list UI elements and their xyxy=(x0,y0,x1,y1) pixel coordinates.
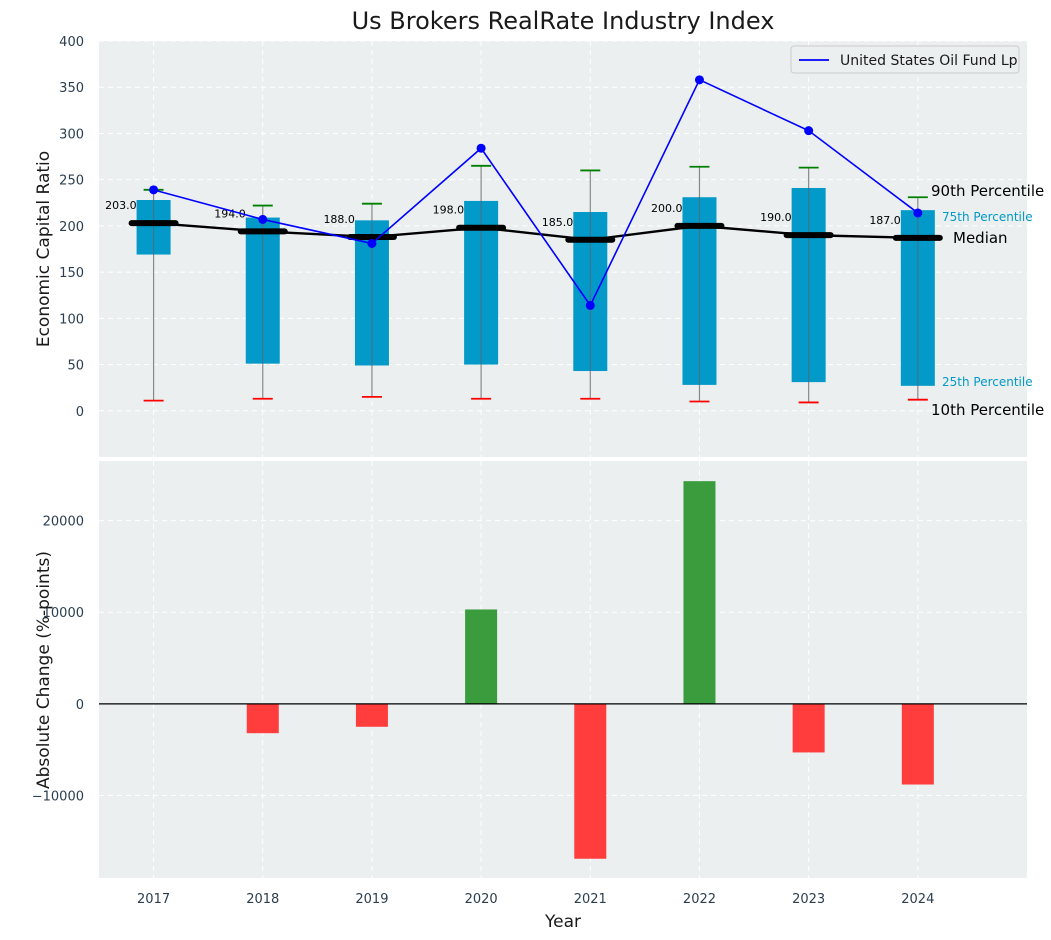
legend-box xyxy=(790,45,1020,74)
median-value-label: 203.0 xyxy=(105,199,137,212)
percentile-annotations: 90th Percentile 75th Percentile Median 2… xyxy=(931,182,1044,419)
top-y-tick-label: 150 xyxy=(59,266,84,281)
annotation-p10: 10th Percentile xyxy=(931,401,1044,419)
x-tick-label: 2019 xyxy=(355,892,388,907)
change-bar xyxy=(683,481,716,704)
annotation-p90: 90th Percentile xyxy=(931,182,1044,200)
series-point xyxy=(804,126,814,136)
change-bar xyxy=(792,703,825,753)
top-y-tick-label: 250 xyxy=(59,174,84,189)
change-bars xyxy=(99,481,1027,859)
x-tick-label: 2018 xyxy=(246,892,279,907)
x-tick-label: 2021 xyxy=(574,892,607,907)
median-value-label: 187.0 xyxy=(869,214,901,227)
x-tick-label: 2017 xyxy=(137,892,170,907)
legend-label: United States Oil Fund Lp xyxy=(840,53,1018,69)
top-y-tick-labels: 0 50 100 150 200 250 300 350 400 xyxy=(59,35,84,420)
x-tick-label: 2024 xyxy=(901,892,934,907)
bottom-plot-background xyxy=(99,461,1027,878)
bottom-y-tick-label: −10000 xyxy=(32,790,84,805)
change-bar xyxy=(246,703,279,734)
top-y-tick-label: 400 xyxy=(59,35,84,50)
series-line xyxy=(153,78,919,307)
series-point xyxy=(476,143,486,153)
series-point xyxy=(258,214,268,224)
median-line xyxy=(153,221,918,241)
bottom-y-tick-label: 10000 xyxy=(43,606,84,621)
x-axis-label: Year xyxy=(544,912,581,932)
bottom-y-tick-label: 0 xyxy=(76,698,84,713)
series-point xyxy=(149,185,159,195)
bottom-y-axis-label: Absolute Change (%-points) xyxy=(34,551,54,789)
x-tick-labels: 2017 2018 2019 2020 2021 2022 2023 2024 xyxy=(137,892,934,907)
bottom-y-tick-labels: −10000 0 10000 20000 xyxy=(32,515,84,805)
change-bar xyxy=(465,609,498,704)
median-value-label: 198.0 xyxy=(433,204,465,217)
bottom-y-tick-label: 20000 xyxy=(43,515,84,530)
top-y-tick-label: 0 xyxy=(76,405,84,420)
top-y-tick-label: 300 xyxy=(59,127,84,142)
legend: United States Oil Fund Lp xyxy=(790,45,1020,74)
x-tick-label: 2022 xyxy=(683,892,716,907)
box-plot-group: 203.0 194.0 188.0 198.0 185.0 200.0 190.0 187.0 xyxy=(105,164,943,404)
x-tick-label: 2023 xyxy=(792,892,825,907)
series-point xyxy=(694,75,704,85)
median-value-label: 185.0 xyxy=(542,216,574,229)
series-line-group xyxy=(149,75,923,310)
change-bar xyxy=(355,703,388,727)
annotation-p75: 75th Percentile xyxy=(942,210,1033,224)
series-point xyxy=(913,208,923,218)
top-y-tick-label: 100 xyxy=(59,312,84,327)
series-point xyxy=(585,300,595,310)
top-y-tick-label: 50 xyxy=(67,359,84,374)
top-y-tick-label: 200 xyxy=(59,220,84,235)
median-value-label: 194.0 xyxy=(214,207,246,220)
top-plot-background xyxy=(99,41,1027,457)
chart-title: Us Brokers RealRate Industry Index xyxy=(352,7,775,35)
annotation-median: Median xyxy=(953,229,1008,247)
x-tick-label: 2020 xyxy=(465,892,498,907)
median-value-label: 200.0 xyxy=(651,202,683,215)
top-y-tick-label: 350 xyxy=(59,81,84,96)
series-point xyxy=(367,238,377,248)
annotation-p25: 25th Percentile xyxy=(942,375,1033,389)
top-y-axis-label: Economic Capital Ratio xyxy=(34,151,54,347)
change-bar xyxy=(901,703,934,785)
median-value-label: 190.0 xyxy=(760,211,792,224)
median-value-label: 188.0 xyxy=(323,213,355,226)
change-bar xyxy=(574,703,607,859)
